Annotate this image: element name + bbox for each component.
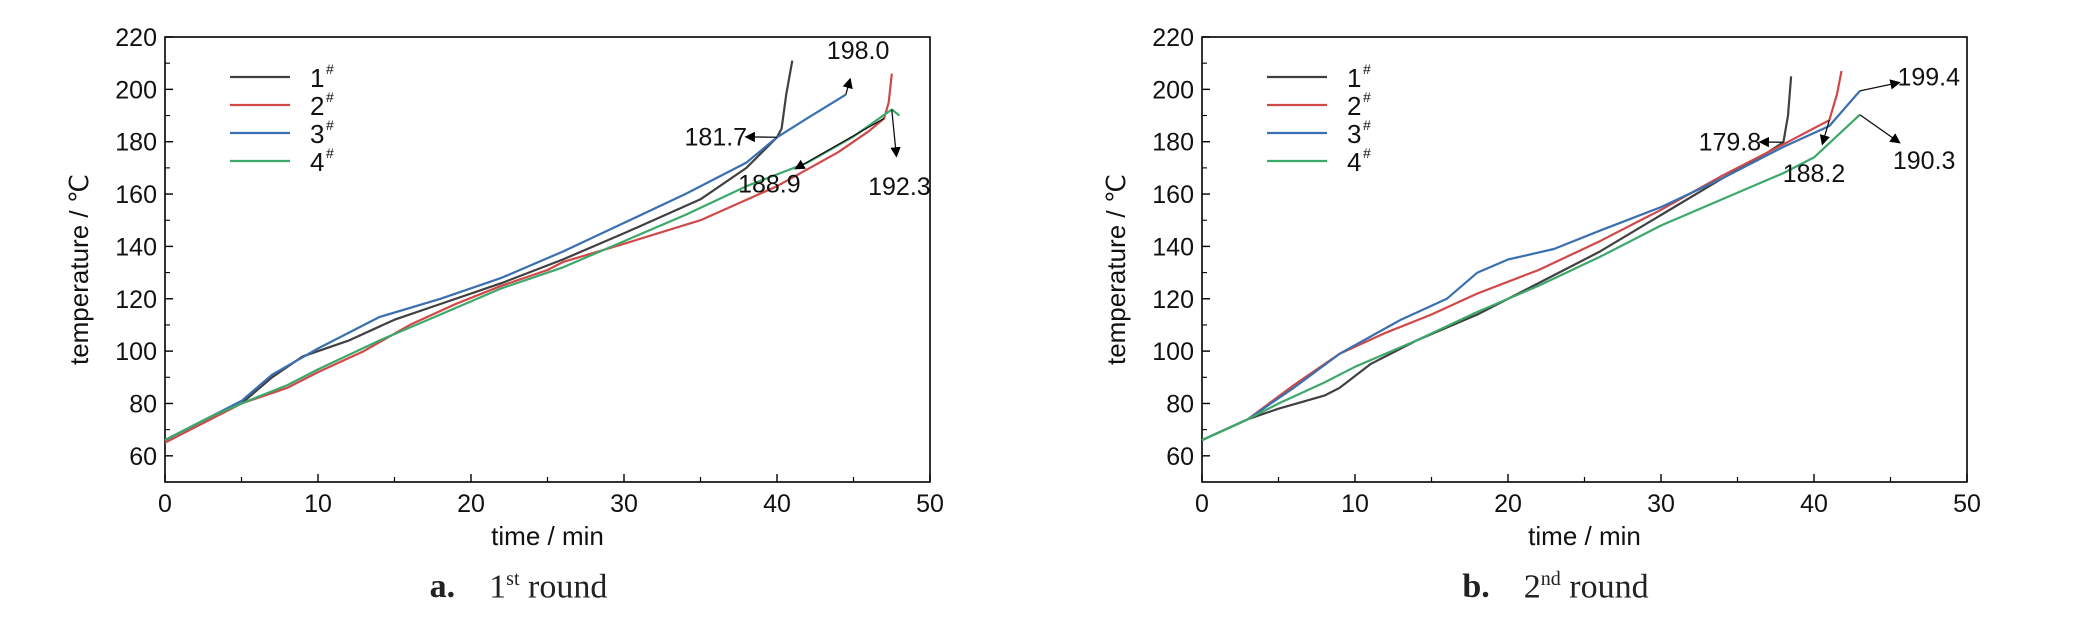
legend-label-sup: # [1363,89,1371,105]
annotation-label: 190.3 [1893,147,1956,175]
chart-b: 0 10 20 30 40 50 60 80 100 120 140 160 180 200 220 time… [1101,24,1981,551]
x-tick-label: 10 [1341,490,1369,518]
legend-label-3: 3 [1347,119,1361,149]
caption-b: b. 2nd round [1037,568,2074,606]
caption-number: 2 [1523,568,1541,606]
legend-label-sup: # [1363,145,1371,161]
x-tick-label: 0 [1195,490,1209,518]
annotation-label: 199.4 [1897,63,1960,91]
x-tick-label: 30 [610,490,638,518]
y-axis-label: temperature / ℃ [1101,174,1131,365]
y-tick-label: 60 [129,443,157,471]
caption-suffix: st [506,568,520,590]
y-axis-label: temperature / ℃ [64,174,94,365]
legend-label-3: 3 [310,119,324,149]
annotation-label: 192.3 [868,173,931,201]
y-tick-label: 60 [1166,443,1194,471]
legend-label-sup: # [326,117,334,133]
annotation-arrow [1859,79,1901,92]
x-tick-label: 20 [1494,490,1522,518]
legend-label-2: 2 [310,91,324,121]
y-tick-label: 180 [115,129,157,157]
y-tick-label: 80 [1166,390,1194,418]
y-tick-label: 160 [115,181,157,209]
y-tick-label: 120 [115,286,157,314]
series-line-1 [164,60,794,442]
legend-label-sup: # [1363,61,1371,77]
legend-label-4: 4 [310,147,324,177]
x-tick-label: 20 [457,490,485,518]
annotation-label: 188.2 [1783,160,1846,188]
x-tick-label: 50 [1953,490,1981,518]
caption-a: a. 1st round [0,568,1037,606]
y-tick-label: 220 [1152,24,1194,52]
caption-text: round [1569,568,1649,606]
legend-label-4: 4 [1347,147,1361,177]
caption-text: round [528,568,608,606]
y-tick-label: 100 [115,338,157,366]
series-line-2 [164,73,893,444]
annotation-arrow [890,109,901,158]
caption-number: 1 [489,568,507,606]
annotation-label: 181.7 [685,123,748,151]
chart-a: 0 10 20 30 40 50 60 80 100 120 140 160 180 200 220 time… [64,24,944,551]
chart-panel-b: 0 10 20 30 40 50 60 80 100 120 140 160 180 200 220 time… [1037,0,2074,631]
plot-frame [164,36,931,483]
series-line-2 [1201,70,1843,442]
x-axis-label: time / min [1528,521,1641,551]
legend-label-2: 2 [1347,91,1361,121]
x-tick-label: 50 [916,490,944,518]
y-tick-label: 140 [115,233,157,261]
annotation-label: 188.9 [738,171,801,199]
x-tick-label: 10 [304,490,332,518]
legend-label-1: 1 [310,63,324,93]
legend-label-sup: # [1363,117,1371,133]
caption-letter: a. [429,568,456,606]
annotation-arrow [1819,120,1830,146]
annotation-arrow [842,77,853,95]
series-line-4 [1201,113,1861,442]
y-tick-label: 140 [1152,233,1194,261]
y-tick-label: 80 [129,390,157,418]
y-tick-label: 180 [1152,129,1194,157]
x-tick-label: 40 [763,490,791,518]
annotation-arrow [1859,114,1901,144]
legend-label-sup: # [326,61,334,77]
chart-panel-a: 0 10 20 30 40 50 60 80 100 120 140 160 180 200 220 time… [0,24,1037,606]
x-tick-label: 40 [1800,490,1828,518]
y-tick-label: 200 [115,76,157,104]
caption-suffix: nd [1540,568,1561,590]
legend-label-1: 1 [1347,63,1361,93]
annotation-label: 179.8 [1699,129,1762,157]
y-tick-label: 120 [1152,286,1194,314]
x-tick-label: 30 [1647,490,1675,518]
series-line-3 [1201,90,1861,442]
series-line-3 [164,93,847,442]
caption-letter: b. [1462,568,1490,606]
y-tick-label: 100 [1152,338,1194,366]
x-tick-label: 0 [158,490,172,518]
annotation-arrow [794,117,885,170]
legend-label-sup: # [326,89,334,105]
annotation-label: 198.0 [827,37,890,65]
y-tick-label: 200 [1152,76,1194,104]
y-tick-label: 220 [115,24,157,52]
legend-label-sup: # [326,145,334,161]
x-axis-label: time / min [491,521,604,551]
y-tick-label: 160 [1152,181,1194,209]
